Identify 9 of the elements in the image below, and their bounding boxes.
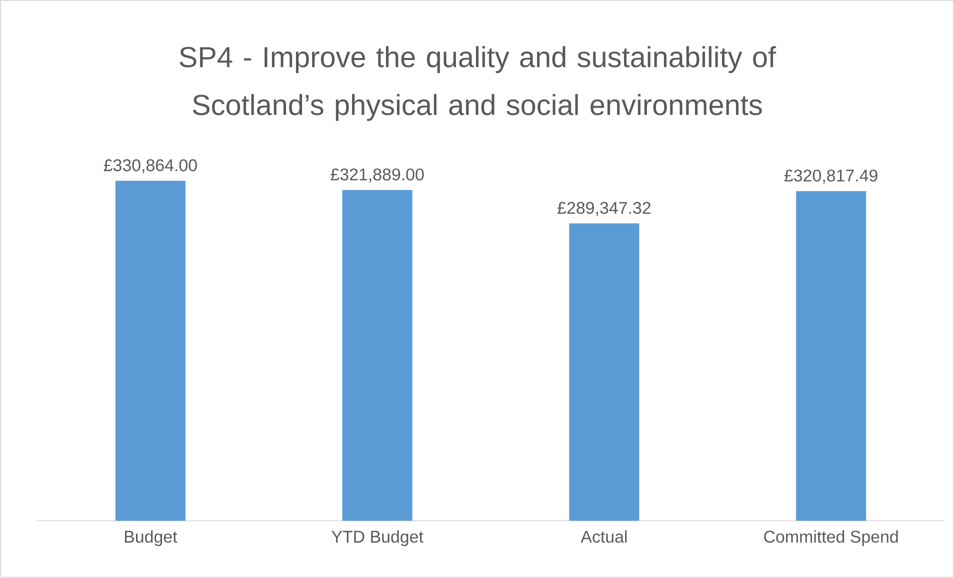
x-tick-label: Committed Spend — [764, 530, 898, 546]
data-label: £330,864.00 — [104, 159, 197, 174]
x-tick-label: YTD Budget — [332, 530, 424, 546]
x-tick-label: Actual — [580, 530, 627, 543]
chart-title: SP4 - Improve the quality and sustainability of Scotland’s physical and social environments — [180, 46, 776, 122]
data-label: £320,817.49 — [784, 170, 878, 184]
data-label: £289,347.32 — [558, 202, 650, 216]
data-label: £321,889.00 — [330, 168, 424, 183]
x-tick-label: Budget — [124, 530, 178, 546]
